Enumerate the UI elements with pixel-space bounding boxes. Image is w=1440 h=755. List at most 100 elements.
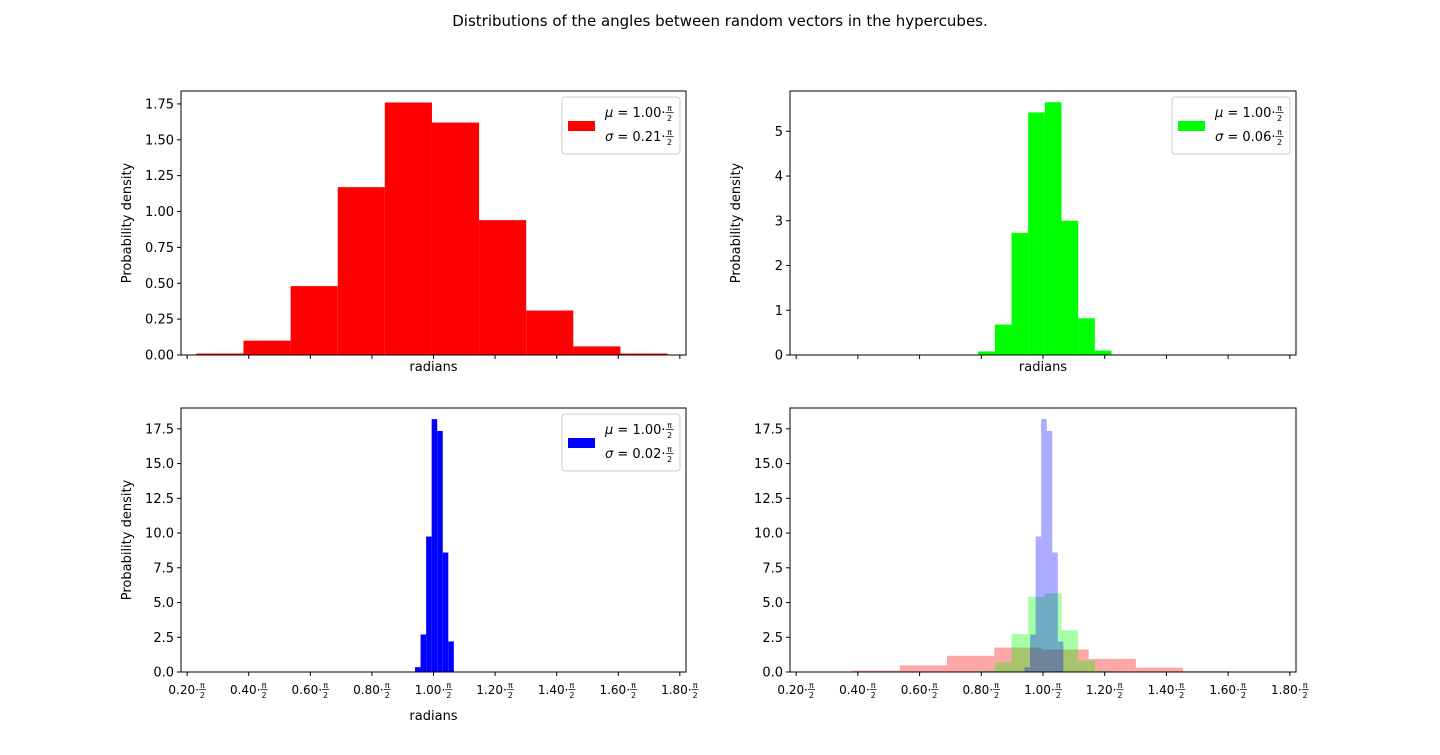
pi-symbol: π: [667, 445, 672, 454]
y-tick-label: 5.0: [153, 596, 174, 611]
y-tick-label: 3: [775, 214, 783, 229]
fraction-denominator: 2: [667, 114, 672, 123]
histogram-bar: [1030, 634, 1036, 672]
pi-symbol: π: [667, 128, 672, 137]
y-tick-label: 0.50: [145, 277, 174, 292]
x-tick-label: 0.20·: [777, 683, 808, 697]
x-tick-label: 0.80·: [353, 683, 384, 697]
fraction-denominator: 2: [1277, 138, 1282, 147]
pi-symbol: π: [323, 681, 328, 690]
pi-symbol: π: [667, 104, 672, 113]
pi-symbol: π: [1241, 681, 1246, 690]
histogram-bar: [431, 419, 438, 672]
pi-symbol: π: [932, 681, 937, 690]
histogram-bar: [1028, 596, 1045, 672]
x-tick-label: 1.80·: [661, 683, 692, 697]
x-tick-label: 0.40·: [230, 683, 261, 697]
fraction-denominator: 2: [667, 138, 672, 147]
fraction-denominator: 2: [932, 691, 937, 700]
x-tick-label: 1.20·: [1086, 683, 1117, 697]
histogram-bar: [1094, 350, 1112, 355]
legend: μ = 1.00· π2σ = 0.21· π2: [561, 96, 681, 155]
pi-symbol: π: [1277, 128, 1282, 137]
y-tick-label: 17.5: [754, 422, 783, 437]
fraction-denominator: 2: [323, 691, 328, 700]
y-tick-label: 1: [775, 304, 783, 319]
pi-symbol: π: [1277, 104, 1282, 113]
histogram-bar: [1011, 232, 1029, 355]
fraction-denominator: 2: [871, 691, 876, 700]
legend-sigma-text: σ = 0.06·: [1215, 130, 1276, 145]
histogram-bar: [1044, 593, 1062, 672]
histogram-bar: [1088, 658, 1136, 672]
pi-symbol: π: [809, 681, 814, 690]
legend-swatch: [1178, 121, 1205, 131]
histogram-bar: [1057, 641, 1064, 672]
y-axis-label: Probability density: [120, 479, 135, 600]
fraction-denominator: 2: [200, 691, 205, 700]
histogram-bar: [994, 647, 1042, 672]
legend: μ = 1.00· π2σ = 0.02· π2: [561, 413, 681, 472]
x-tick-label: 0.20·: [168, 683, 199, 697]
y-tick-label: 10.0: [754, 527, 783, 542]
fraction-denominator: 2: [508, 691, 513, 700]
histogram-bar: [1041, 649, 1089, 672]
y-tick-label: 0.25: [145, 313, 174, 328]
histogram-bar: [426, 536, 432, 672]
figure-title: Distributions of the angles between rand…: [452, 12, 988, 30]
histogram-bar: [415, 667, 421, 672]
fraction-denominator: 2: [385, 691, 390, 700]
pi-symbol: π: [631, 681, 636, 690]
y-tick-label: 0.75: [145, 241, 174, 256]
legend-mu-text: μ = 1.00·: [604, 106, 666, 121]
legend-sigma-text: σ = 0.02·: [605, 447, 666, 462]
legend-box: [1171, 96, 1291, 155]
pi-symbol: π: [570, 681, 575, 690]
histogram-bar: [1024, 667, 1031, 672]
pi-symbol: π: [385, 681, 390, 690]
y-axis-label: Probability density: [120, 162, 135, 283]
histogram-bar: [431, 122, 480, 355]
y-tick-label: 1.50: [145, 133, 174, 148]
histogram-bar: [620, 353, 668, 355]
x-tick-label: 1.40·: [538, 683, 569, 697]
x-tick-label: 1.60·: [599, 683, 630, 697]
histogram-bar: [437, 430, 443, 672]
legend-swatch: [568, 121, 595, 131]
fraction-denominator: 2: [809, 691, 814, 700]
histogram-bar: [1052, 552, 1058, 672]
histogram-bar: [442, 552, 449, 672]
histogram-bar: [947, 655, 995, 672]
histogram-bar: [479, 220, 527, 355]
histogram-bar: [526, 310, 574, 355]
fraction-denominator: 2: [667, 455, 672, 464]
y-tick-label: 15.0: [754, 457, 783, 472]
y-tick-label: 5: [775, 125, 783, 140]
pi-symbol: π: [693, 681, 698, 690]
histogram-bar: [1061, 630, 1079, 672]
histogram-bar: [1135, 667, 1184, 672]
histogram-bar: [899, 665, 948, 672]
fraction-denominator: 2: [631, 691, 636, 700]
x-tick-label: 1.80·: [1271, 683, 1302, 697]
pi-symbol: π: [667, 421, 672, 430]
legend-mu-text: μ = 1.00·: [604, 423, 666, 438]
y-tick-label: 10.0: [145, 527, 174, 542]
histogram-bar: [1046, 430, 1053, 672]
y-tick-label: 1.00: [145, 205, 174, 220]
pi-symbol: π: [1303, 681, 1308, 690]
y-tick-label: 0.0: [153, 666, 174, 681]
chart-panel-top-left: 0.00 0.25 0.50 0.75 1.00 1.25 1.50 1.75 radians P…: [120, 90, 687, 375]
histogram-bar: [1061, 220, 1079, 355]
pi-symbol: π: [1118, 681, 1123, 690]
histogram-bar: [384, 102, 432, 355]
pi-symbol: π: [446, 681, 451, 690]
pi-symbol: π: [1179, 681, 1184, 690]
fraction-denominator: 2: [693, 691, 698, 700]
y-axis-label: Probability density: [729, 162, 744, 283]
x-tick-label: 1.60·: [1209, 683, 1240, 697]
fraction-denominator: 2: [1277, 114, 1282, 123]
x-tick-label: 0.60·: [901, 683, 932, 697]
histogram-bar: [448, 641, 454, 672]
x-tick-label: 1.40·: [1148, 683, 1179, 697]
